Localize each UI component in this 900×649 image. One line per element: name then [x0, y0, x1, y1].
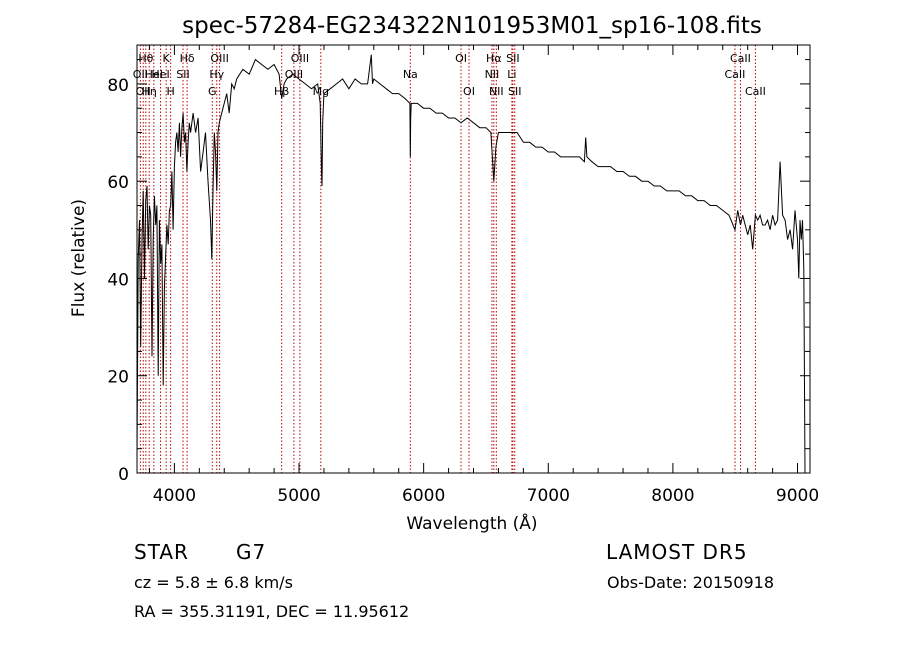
- x-tick-label-4000: 4000: [153, 486, 196, 506]
- line-label-27: CaII: [730, 52, 751, 65]
- redshift-cz: cz = 5.8 ± 6.8 km/s: [134, 573, 293, 592]
- line-label-26: CaII: [725, 68, 746, 81]
- y-tick-label-0: 0: [118, 465, 129, 485]
- line-label-2: Hθ: [138, 52, 153, 65]
- line-label-11: Hγ: [209, 68, 224, 81]
- x-tick-label-9000: 9000: [776, 486, 819, 506]
- line-label-20: NII: [485, 68, 500, 81]
- line-label-7: H: [167, 85, 175, 98]
- line-label-3: Hη: [142, 85, 157, 98]
- x-tick-label-7000: 7000: [527, 486, 570, 506]
- line-label-4: HeI: [145, 68, 163, 81]
- y-axis-ticks: 0 20 40 60 80: [107, 59, 810, 485]
- line-label-22: NII: [489, 85, 504, 98]
- line-label-23: Li: [507, 68, 516, 81]
- object-subclass: G7: [236, 540, 267, 564]
- survey-name: LAMOST DR5: [606, 540, 748, 564]
- x-axis-ticks: 4000 5000 6000 7000 8000 9000: [148, 45, 819, 506]
- chart-title: spec-57284-EG234322N101953M01_sp16-108.f…: [182, 13, 762, 39]
- y-axis-label: Flux (relative): [69, 199, 89, 317]
- line-label-15: OIII: [291, 52, 309, 65]
- line-label-8: SII: [176, 68, 189, 81]
- y-tick-label-20: 20: [107, 368, 129, 388]
- spectral-line-labels: OIIOIIHθHηHeIHeIKHSIIHδGHγOIIIHβOIIIOIII…: [133, 52, 766, 98]
- line-label-10: G: [208, 85, 217, 98]
- x-tick-label-5000: 5000: [277, 486, 320, 506]
- observation-date: Obs-Date: 20150918: [607, 573, 775, 592]
- y-tick-label-60: 60: [107, 173, 129, 193]
- spectral-line-markers: [139, 45, 756, 473]
- line-label-28: CaII: [745, 85, 766, 98]
- line-label-12: OIII: [210, 52, 228, 65]
- line-label-18: OI: [455, 52, 467, 65]
- x-axis-label: Wavelength (Å): [406, 512, 537, 534]
- line-label-1: OII: [136, 85, 151, 98]
- line-label-17: Na: [403, 68, 418, 81]
- object-class: STAR: [134, 540, 189, 564]
- line-label-9: Hδ: [180, 52, 195, 65]
- x-tick-label-6000: 6000: [402, 486, 445, 506]
- line-label-25: SII: [508, 85, 521, 98]
- plot-frame: [136, 44, 811, 474]
- line-label-21: Hα: [486, 52, 502, 65]
- y-tick-label-80: 80: [107, 76, 129, 96]
- line-label-13: Hβ: [274, 85, 289, 98]
- spectrum-line: [136, 54, 806, 474]
- ra-dec-coordinates: RA = 355.31191, DEC = 11.95612: [134, 602, 410, 621]
- line-label-5: HeI: [151, 68, 169, 81]
- line-label-24: SII: [506, 52, 519, 65]
- x-tick-label-8000: 8000: [651, 486, 694, 506]
- line-label-16: Mg: [313, 85, 329, 98]
- line-label-6: K: [163, 52, 171, 65]
- y-tick-label-40: 40: [107, 270, 129, 290]
- line-label-19: OI: [463, 85, 475, 98]
